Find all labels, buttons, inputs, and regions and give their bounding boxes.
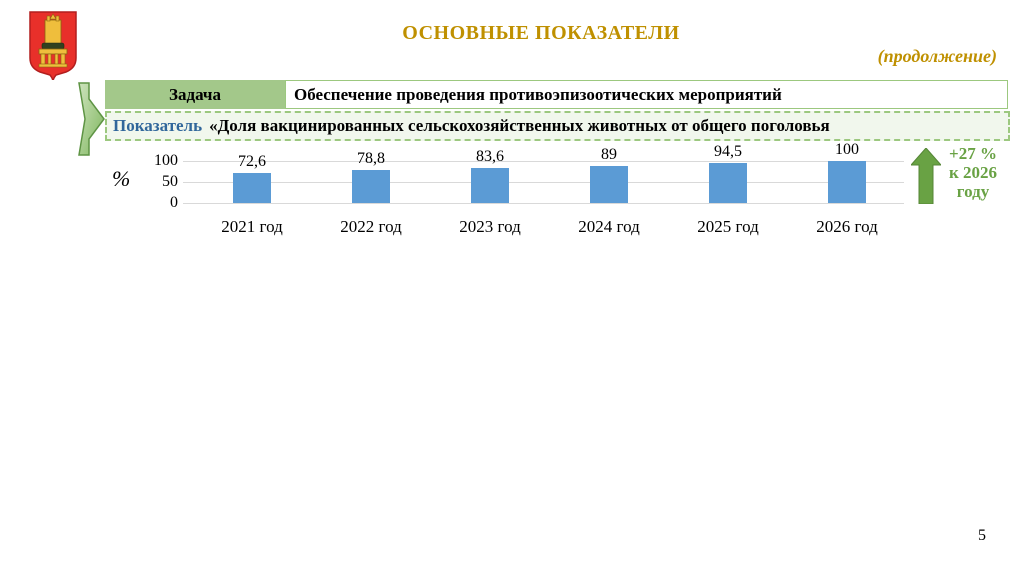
indicator-label: Показатель <box>113 116 203 135</box>
slide-subtitle: (продолжение) <box>877 46 997 66</box>
task-header-cell: Задача <box>105 80 285 109</box>
bar-2026 год <box>828 161 866 203</box>
bar-2025 год <box>709 163 747 203</box>
category-label: 2021 год <box>221 217 283 236</box>
gridline-0 <box>183 203 904 204</box>
category-label: 2022 год <box>340 217 402 236</box>
growth-line-3: году <box>956 182 990 201</box>
category-label: 2024 год <box>578 217 640 236</box>
category-label: 2025 год <box>697 217 759 236</box>
y-tick-0: 0 <box>170 194 178 211</box>
growth-annotation: +27 % к 2026 году <box>938 144 1008 201</box>
bar-value-label: 83,6 <box>476 147 504 165</box>
slide-title: ОСНОВНЫЕ ПОКАЗАТЕЛИ <box>402 22 680 44</box>
gridline-100 <box>183 161 904 162</box>
indicator-row: Показатель «Доля вакцинированных сельско… <box>105 111 1010 141</box>
bar-value-label: 94,5 <box>714 143 742 161</box>
y-axis-label: % <box>112 166 131 191</box>
tver-coat-of-arms <box>29 11 77 80</box>
growth-line-2: к 2026 <box>948 163 998 182</box>
bar-2021 год <box>233 172 271 203</box>
bar-value-label: 72,6 <box>238 152 266 170</box>
category-label: 2023 год <box>459 217 521 236</box>
growth-up-arrow-icon <box>911 148 941 204</box>
indicator-value: «Доля вакцинированных сельскохозяйственн… <box>209 116 830 135</box>
bar-2024 год <box>590 165 628 203</box>
gridline-50 <box>183 182 904 183</box>
page-number: 5 <box>978 527 986 544</box>
category-label: 2026 год <box>816 217 878 236</box>
bar-value-label: 89 <box>601 145 617 163</box>
bar-2022 год <box>352 169 390 203</box>
y-tick-100: 100 <box>154 152 178 169</box>
bar-value-label: 78,8 <box>357 149 385 167</box>
bar-value-label: 100 <box>835 141 859 158</box>
pointer-arrow-icon <box>78 82 105 156</box>
task-row: Задача Обеспечение проведения противоэпи… <box>105 80 1008 109</box>
task-value-cell: Обеспечение проведения противоэпизоотиче… <box>285 80 1008 109</box>
bar-chart: % 100 50 0 72,6 2021 год 78,8 2022 год 83,6 2… <box>0 140 1024 250</box>
bar-2023 год <box>471 167 509 203</box>
growth-line-1: +27 % <box>949 144 997 163</box>
y-tick-50: 50 <box>162 173 178 190</box>
